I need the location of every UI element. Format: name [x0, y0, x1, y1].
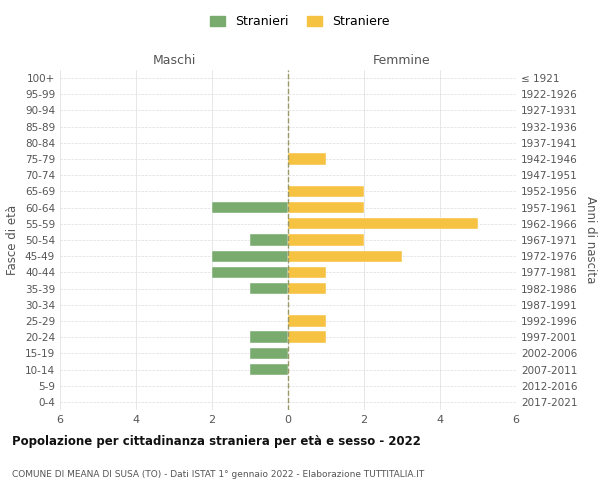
Bar [288, 234, 364, 246]
Legend: Stranieri, Straniere: Stranieri, Straniere [206, 11, 394, 32]
Bar [288, 154, 326, 164]
Bar [250, 348, 288, 359]
Bar [288, 266, 326, 278]
Text: Maschi: Maschi [152, 54, 196, 67]
Bar [250, 332, 288, 343]
Text: COMUNE DI MEANA DI SUSA (TO) - Dati ISTAT 1° gennaio 2022 - Elaborazione TUTTITA: COMUNE DI MEANA DI SUSA (TO) - Dati ISTA… [12, 470, 424, 479]
Bar [250, 283, 288, 294]
Bar [250, 364, 288, 375]
Bar [212, 250, 288, 262]
Bar [288, 250, 402, 262]
Bar [288, 218, 478, 230]
Bar [288, 202, 364, 213]
Bar [288, 316, 326, 326]
Y-axis label: Anni di nascita: Anni di nascita [584, 196, 597, 284]
Text: Popolazione per cittadinanza straniera per età e sesso - 2022: Popolazione per cittadinanza straniera p… [12, 435, 421, 448]
Bar [212, 266, 288, 278]
Bar [288, 186, 364, 197]
Text: Femmine: Femmine [373, 54, 431, 67]
Bar [212, 202, 288, 213]
Bar [288, 283, 326, 294]
Bar [250, 234, 288, 246]
Bar [288, 332, 326, 343]
Y-axis label: Fasce di età: Fasce di età [7, 205, 19, 275]
